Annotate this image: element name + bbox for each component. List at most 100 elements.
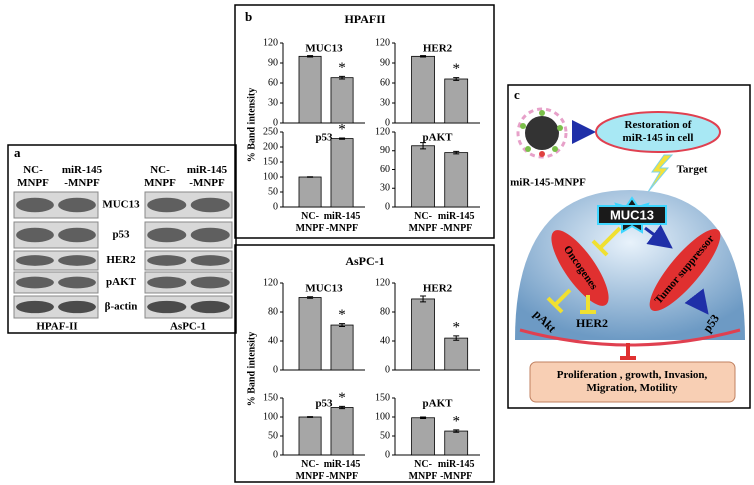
- cell-line-label: AsPC-1: [170, 321, 206, 333]
- inhibition: [580, 295, 596, 314]
- inhibition: [591, 226, 622, 257]
- x-tick-label: miR-145 -MNPF: [438, 459, 475, 482]
- oncogenes-node: [551, 230, 609, 306]
- band: [16, 276, 54, 289]
- band: [16, 227, 54, 243]
- column-header: miR-145 -MNPF: [62, 164, 103, 189]
- error-bar: [307, 176, 314, 178]
- panel-label: c: [514, 87, 520, 102]
- y-tick-label: 150: [263, 156, 278, 167]
- column-header: miR-145 -MNPF: [187, 164, 228, 189]
- arrow: [684, 288, 709, 315]
- bar: [444, 430, 469, 456]
- band: [190, 197, 230, 213]
- column-header: NC-MNPF: [144, 164, 176, 189]
- row-label: pAKT: [106, 276, 137, 288]
- error-bar: [307, 296, 314, 299]
- y-tick-label: 80: [268, 306, 278, 317]
- y-tick-label: 150: [263, 392, 278, 403]
- chart-title: pAKT: [423, 132, 454, 144]
- arrow: [644, 224, 673, 249]
- bar: [330, 324, 354, 371]
- y-tick-label: 100: [263, 171, 278, 182]
- chart-title: pAKT: [423, 398, 454, 410]
- y-tick-label: 90: [380, 57, 390, 68]
- bar: [444, 78, 469, 124]
- y-tick-label: 60: [380, 77, 390, 88]
- y-tick-label: 0: [385, 364, 390, 375]
- significance: *: [452, 61, 460, 77]
- bar: [411, 145, 435, 208]
- panel-c-frame: [507, 84, 751, 409]
- y-tick-label: 40: [380, 335, 390, 346]
- row-label: MUC13: [102, 199, 140, 211]
- x-tick-label: miR-145 -MNPF: [324, 211, 361, 234]
- error-bar: [420, 295, 427, 303]
- band: [16, 197, 54, 213]
- y-axis-label: % Band intensity: [246, 88, 257, 162]
- error-bar: [339, 405, 346, 410]
- error-bar: [339, 75, 346, 80]
- outcome-box: [529, 361, 736, 403]
- inhibition: [620, 343, 636, 360]
- restoration-node: [595, 111, 721, 153]
- bar: [444, 337, 469, 371]
- band: [190, 255, 230, 266]
- band: [58, 276, 96, 289]
- blots: NC-MNPF miR-145 -MNPF NC-MNPF miR-145 -MNPF MU…: [13, 164, 233, 333]
- error-bar: [420, 142, 427, 150]
- y-tick-label: 120: [375, 126, 390, 137]
- y-tick-label: 0: [273, 364, 278, 375]
- y-tick-label: 30: [380, 97, 390, 108]
- error-bar: [453, 335, 460, 341]
- band: [147, 197, 187, 213]
- error-bar: [453, 77, 460, 81]
- nanoparticle-label: miR-145-MNPF: [510, 177, 586, 189]
- band: [147, 227, 187, 243]
- significance: *: [338, 390, 346, 406]
- panel-label: b: [245, 9, 252, 24]
- y-tick-label: 120: [375, 37, 390, 48]
- bar: [298, 176, 322, 208]
- y-tick-label: 60: [380, 164, 390, 175]
- band: [58, 197, 96, 213]
- y-tick-label: 90: [380, 145, 390, 156]
- y-tick-label: 100: [375, 411, 390, 422]
- y-tick-label: 0: [273, 449, 278, 460]
- her2-label: HER2: [576, 316, 608, 330]
- group-title: HPAFII: [344, 12, 385, 26]
- cell-line-label: HPAF-II: [36, 321, 77, 333]
- significance: *: [338, 121, 346, 137]
- band: [58, 227, 96, 243]
- bar: [411, 298, 435, 371]
- y-tick-label: 100: [263, 411, 278, 422]
- band: [16, 255, 54, 266]
- error-bar: [453, 150, 460, 155]
- y-tick-label: 120: [375, 277, 390, 288]
- target-label: Target: [677, 164, 708, 176]
- x-tick-label: miR-145 -MNPF: [438, 211, 475, 234]
- y-tick-label: 60: [268, 77, 278, 88]
- chart-title: p53: [315, 132, 333, 144]
- chart-title: MUC13: [305, 283, 343, 295]
- row-label: p53: [112, 229, 130, 241]
- chart-title: p53: [315, 398, 333, 410]
- significance: *: [452, 319, 460, 335]
- y-tick-label: 50: [380, 430, 390, 441]
- band: [147, 276, 187, 289]
- band: [16, 300, 54, 314]
- bar: [298, 416, 322, 456]
- bar: [330, 138, 354, 208]
- row-label: β-actin: [105, 301, 138, 313]
- error-bar: [339, 323, 346, 327]
- error-bar: [307, 416, 314, 418]
- bar: [444, 152, 469, 208]
- y-tick-label: 90: [268, 57, 278, 68]
- significance: *: [338, 307, 346, 323]
- chart-title: HER2: [423, 283, 453, 295]
- bar: [298, 55, 322, 124]
- error-bar: [339, 137, 346, 140]
- y-tick-label: 0: [273, 201, 278, 212]
- error-bar: [453, 429, 460, 433]
- y-tick-label: 250: [263, 126, 278, 137]
